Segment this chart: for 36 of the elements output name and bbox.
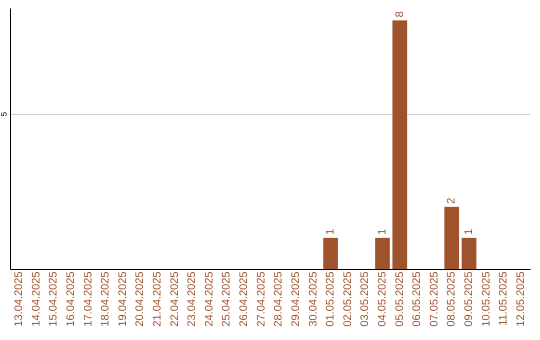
x-tick-label: 13.04.2025 <box>13 272 26 327</box>
x-tick-label: 04.05.2025 <box>376 272 388 327</box>
x-tick-label: 12.05.2025 <box>514 272 527 327</box>
x-tick-label: 05.05.2025 <box>394 272 406 327</box>
data-label: 2 <box>446 198 458 204</box>
x-tick-label: 21.04.2025 <box>152 272 164 327</box>
x-tick-label: 08.05.2025 <box>446 272 458 327</box>
x-tick-label: 02.05.2025 <box>342 272 354 327</box>
data-label: 1 <box>463 228 475 235</box>
x-tick-label: 27.04.2025 <box>255 272 268 327</box>
y-tick-label: 5 <box>0 111 8 116</box>
x-tick-label: 11.05.2025 <box>498 272 510 326</box>
x-tick-label: 30.04.2025 <box>307 272 320 327</box>
x-tick-label: 28.04.2025 <box>272 272 285 327</box>
x-tick-label: 10.05.2025 <box>480 272 492 327</box>
data-label: 1 <box>324 228 337 235</box>
x-tick-label: 15.04.2025 <box>48 272 60 327</box>
x-tick-label: 06.05.2025 <box>411 272 424 327</box>
x-tick-label: 22.04.2025 <box>168 272 181 327</box>
x-tick-label: 19.04.2025 <box>116 272 129 327</box>
data-label: 8 <box>394 11 406 18</box>
x-tick-label: 01.05.2025 <box>324 272 337 327</box>
x-tick-label: 09.05.2025 <box>463 272 475 327</box>
x-tick-label: 26.04.2025 <box>238 272 250 327</box>
x-tick-label: 25.04.2025 <box>220 272 233 327</box>
x-tick-label: 20.04.2025 <box>134 272 146 327</box>
x-tick-label: 29.04.2025 <box>290 272 302 327</box>
x-tick-label: 18.04.2025 <box>100 272 112 327</box>
x-tick-label: 24.04.2025 <box>203 272 216 327</box>
x-tick-label: 03.05.2025 <box>359 272 372 327</box>
x-tick-label: 17.04.2025 <box>82 272 94 327</box>
x-tick-label: 23.04.2025 <box>186 272 198 327</box>
x-tick-label: 16.04.2025 <box>65 272 77 327</box>
x-tick-label: 14.04.2025 <box>30 272 42 327</box>
data-label: 1 <box>376 228 388 235</box>
x-tick-label: 07.05.2025 <box>428 272 440 327</box>
